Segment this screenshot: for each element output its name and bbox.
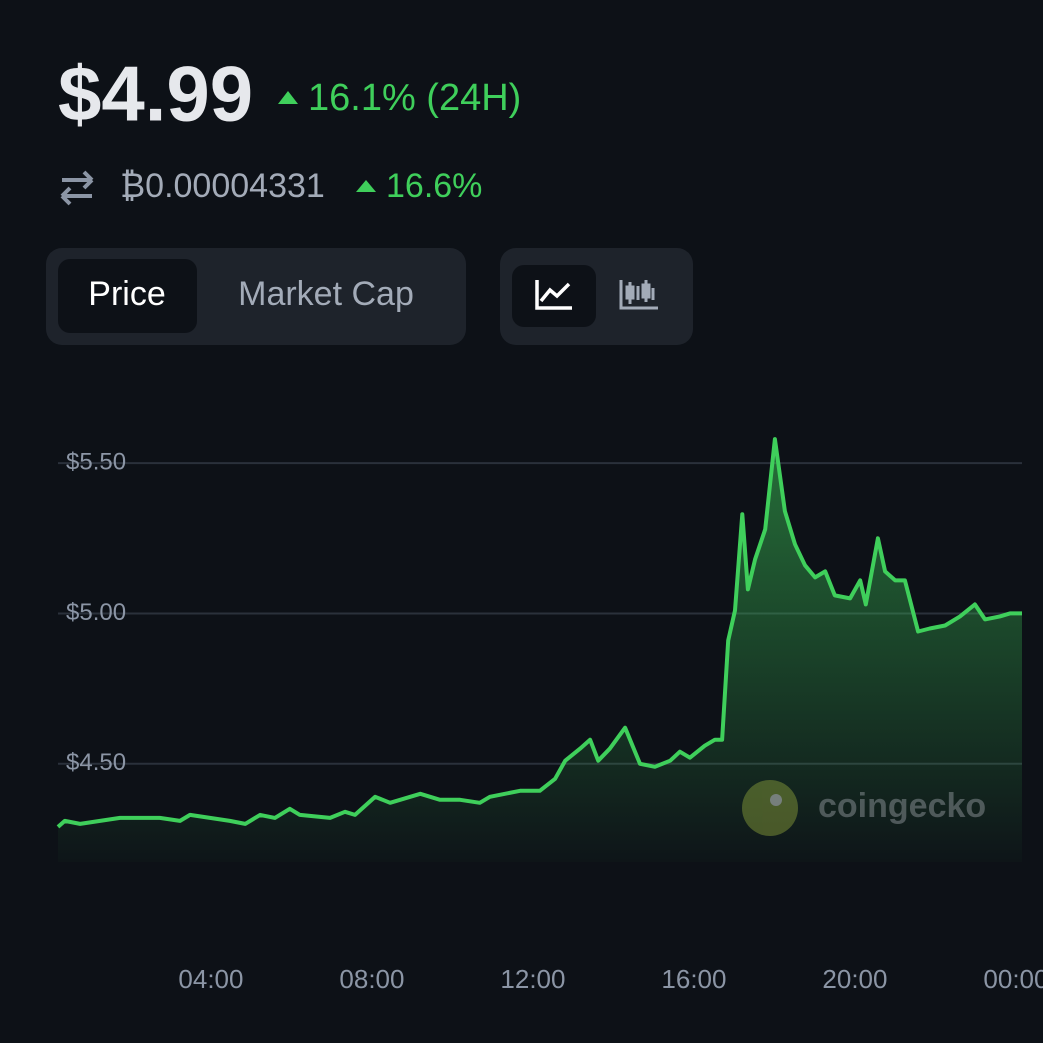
x-tick-label: 12:00	[500, 964, 565, 994]
btc-change: 16.6%	[386, 167, 482, 205]
line-icon	[535, 280, 572, 310]
x-tick-label: 04:00	[178, 964, 243, 994]
tab-active[interactable]	[58, 259, 197, 333]
logo-eye	[770, 794, 782, 806]
tab[interactable]: Price	[88, 275, 165, 313]
price: $4.99	[58, 50, 253, 138]
up-arrow	[278, 91, 298, 104]
watermark-text: coingecko	[818, 787, 986, 825]
x-tick-label: 20:00	[822, 964, 887, 994]
logo	[742, 780, 798, 836]
btc-price: ₿0.00004331	[120, 167, 325, 205]
price-change: 16.1% (24H)	[308, 77, 521, 119]
line-view-button[interactable]	[512, 265, 596, 327]
chart: $4.50 $5.00 $5.50 04:00 08:00 12:00 16:00 20:00…	[56, 437, 1043, 994]
swap-icon	[60, 170, 94, 206]
y-tick-label: $5.50	[66, 448, 126, 475]
x-tick-label: 00:00	[983, 964, 1043, 994]
tab[interactable]: Market Cap	[238, 275, 414, 313]
area-fill	[58, 439, 1022, 862]
x-tick-label: 16:00	[661, 964, 726, 994]
y-tick-label: $5.00	[66, 599, 126, 626]
y-tick-label: $4.50	[66, 749, 126, 776]
price-line	[56, 437, 1022, 829]
candle-view-button[interactable]	[619, 280, 658, 310]
up-arrow	[356, 180, 376, 192]
watermark: coingecko	[742, 780, 986, 836]
x-tick-label: 08:00	[339, 964, 404, 994]
